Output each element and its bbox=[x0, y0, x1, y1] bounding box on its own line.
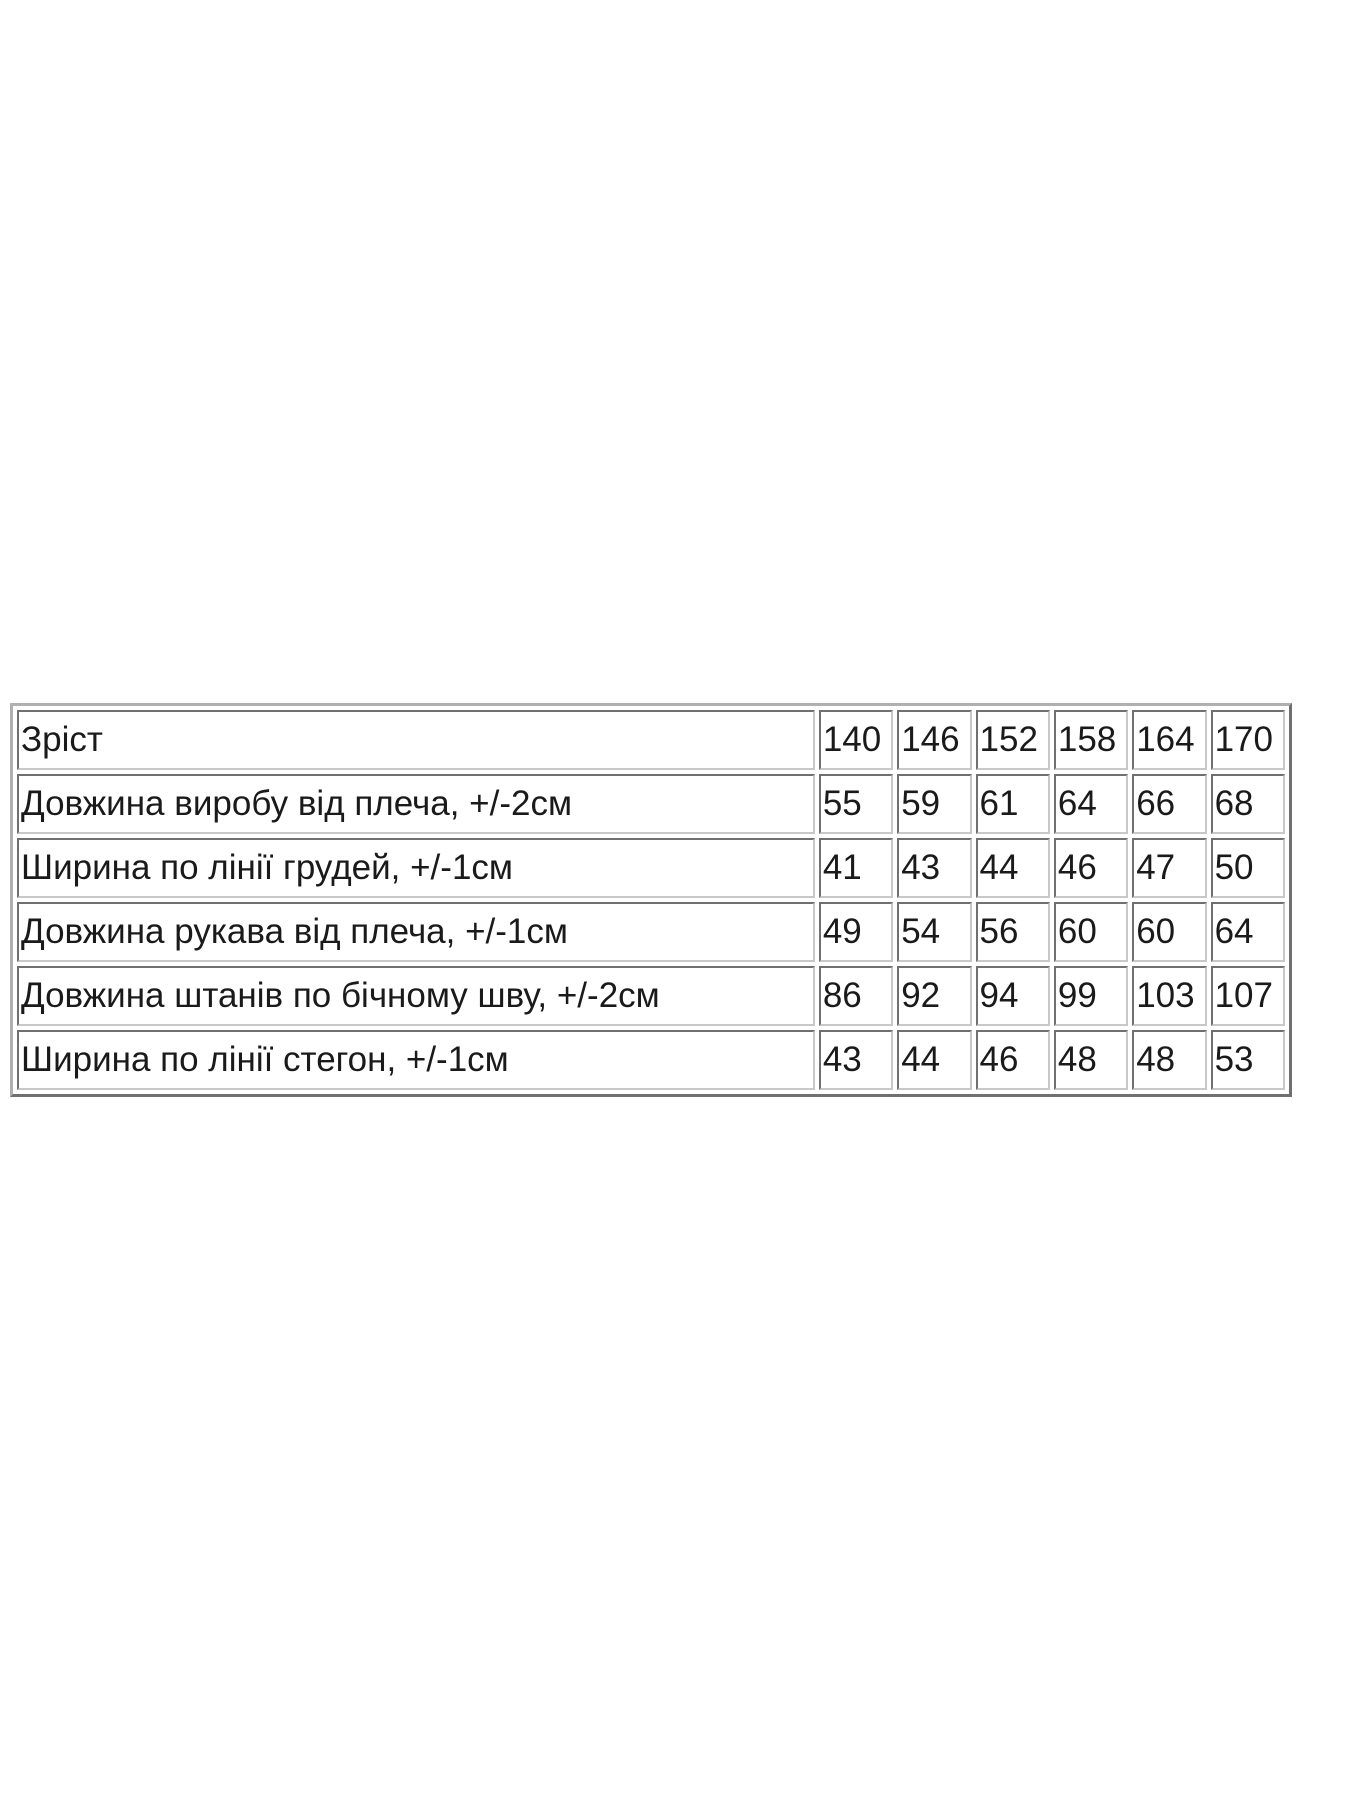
measurement-cell: 50 bbox=[1210, 838, 1285, 898]
height-size-cell: 146 bbox=[897, 710, 972, 770]
row-label: Довжина виробу від плеча, +/-2см bbox=[17, 774, 815, 834]
measurement-cell: 61 bbox=[975, 774, 1050, 834]
measurement-cell: 41 bbox=[818, 838, 894, 898]
header-row: Зріст 140 146 152 158 164 170 bbox=[17, 710, 1285, 770]
size-chart-table: Зріст 140 146 152 158 164 170 Довжина виробу ві… bbox=[10, 703, 1292, 1097]
table-row: Довжина виробу від плеча, +/-2см 55 59 61 64… bbox=[17, 774, 1285, 834]
measurement-cell: 48 bbox=[1132, 1030, 1207, 1090]
height-size-cell: 164 bbox=[1132, 710, 1207, 770]
measurement-cell: 44 bbox=[975, 838, 1050, 898]
measurement-cell: 66 bbox=[1132, 774, 1207, 834]
measurement-cell: 68 bbox=[1210, 774, 1285, 834]
measurement-cell: 107 bbox=[1210, 966, 1285, 1026]
table-row: Ширина по лінії стегон, +/-1см 43 44 46 48 48… bbox=[17, 1030, 1285, 1090]
table-row: Довжина штанів по бічному шву, +/-2см 86 9… bbox=[17, 966, 1285, 1026]
measurement-cell: 103 bbox=[1132, 966, 1207, 1026]
measurement-cell: 60 bbox=[1132, 902, 1207, 962]
measurement-cell: 54 bbox=[897, 902, 972, 962]
measurement-cell: 64 bbox=[1053, 774, 1129, 834]
measurement-cell: 49 bbox=[818, 902, 894, 962]
height-size-cell: 158 bbox=[1053, 710, 1129, 770]
row-label: Довжина рукава від плеча, +/-1см bbox=[17, 902, 815, 962]
row-label: Зріст bbox=[17, 710, 815, 770]
measurement-cell: 99 bbox=[1053, 966, 1129, 1026]
measurement-cell: 60 bbox=[1053, 902, 1129, 962]
row-label: Довжина штанів по бічному шву, +/-2см bbox=[17, 966, 815, 1026]
measurement-cell: 48 bbox=[1053, 1030, 1129, 1090]
row-label: Ширина по лінії стегон, +/-1см bbox=[17, 1030, 815, 1090]
measurement-cell: 43 bbox=[818, 1030, 894, 1090]
height-size-cell: 140 bbox=[818, 710, 894, 770]
measurement-cell: 44 bbox=[897, 1030, 972, 1090]
row-label: Ширина по лінії грудей, +/-1см bbox=[17, 838, 815, 898]
table-row: Довжина рукава від плеча, +/-1см 49 54 56 60… bbox=[17, 902, 1285, 962]
measurement-cell: 46 bbox=[975, 1030, 1050, 1090]
measurement-cell: 56 bbox=[975, 902, 1050, 962]
measurement-cell: 86 bbox=[818, 966, 894, 1026]
measurement-cell: 64 bbox=[1210, 902, 1285, 962]
measurement-cell: 59 bbox=[897, 774, 972, 834]
measurement-cell: 43 bbox=[897, 838, 972, 898]
measurement-cell: 55 bbox=[818, 774, 894, 834]
height-size-cell: 152 bbox=[975, 710, 1050, 770]
measurement-cell: 94 bbox=[975, 966, 1050, 1026]
measurement-cell: 92 bbox=[897, 966, 972, 1026]
table-row: Ширина по лінії грудей, +/-1см 41 43 44 46 47… bbox=[17, 838, 1285, 898]
measurement-cell: 47 bbox=[1132, 838, 1207, 898]
measurement-cell: 46 bbox=[1053, 838, 1129, 898]
measurement-cell: 53 bbox=[1210, 1030, 1285, 1090]
height-size-cell: 170 bbox=[1210, 710, 1285, 770]
